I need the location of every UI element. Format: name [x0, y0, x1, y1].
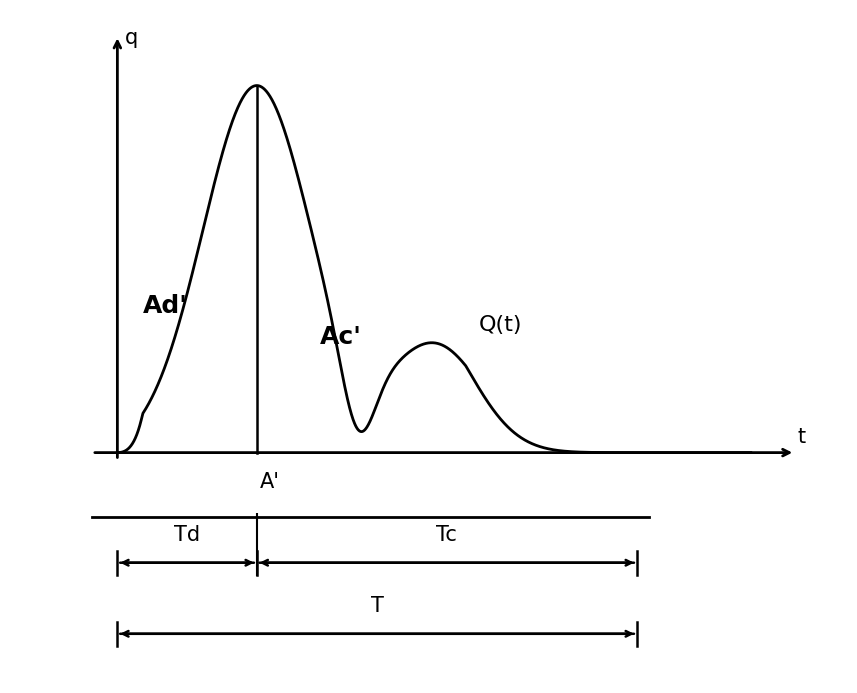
Text: Q(t): Q(t) [478, 315, 522, 335]
Text: T: T [370, 596, 384, 615]
Text: Ad': Ad' [143, 294, 188, 318]
Text: A': A' [260, 472, 280, 492]
Text: Tc: Tc [436, 525, 457, 545]
Text: Td: Td [174, 525, 201, 545]
Text: t: t [797, 427, 806, 447]
Text: q: q [125, 28, 138, 48]
Text: Ac': Ac' [320, 325, 362, 349]
